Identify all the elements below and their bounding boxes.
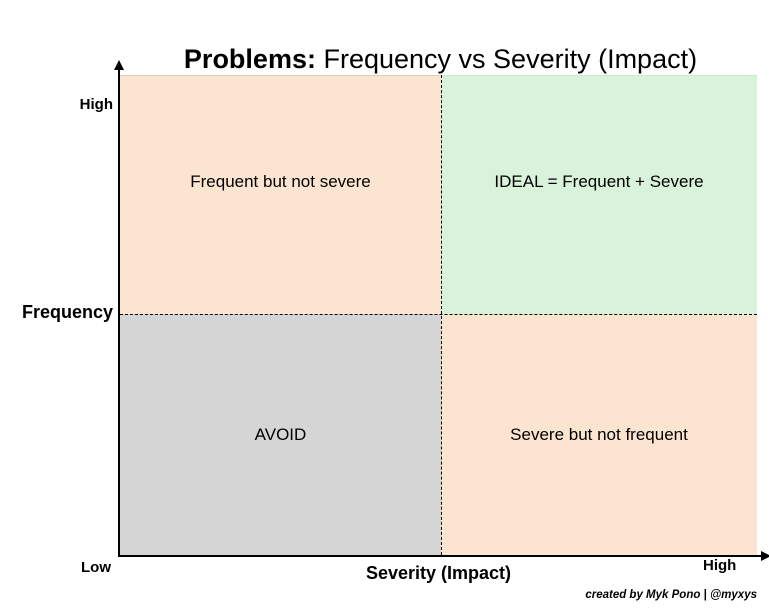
quadrant-bottom-right-label: Severe but not frequent [510,424,688,444]
vertical-dashed-divider [441,75,442,555]
quadrant-top-left-label: Frequent but not severe [190,171,371,191]
title-prefix: Problems: [183,44,316,74]
credit-text: created by Myk Pono | @myxys [585,589,757,601]
x-axis-arrowhead-icon [761,551,769,561]
quadrant-top-left: Frequent but not severe [120,75,441,315]
y-axis-line [118,69,120,555]
y-axis-tick-high: High [79,96,113,113]
page-title: Problems: Frequency vs Severity (Impact) [118,13,733,106]
quadrant-bottom-right: Severe but not frequent [441,314,757,555]
title-suffix: Frequency vs Severity (Impact) [315,44,698,74]
x-axis-line [118,555,763,557]
quadrant-top-right-label: IDEAL = Frequent + Severe [494,171,704,191]
y-axis-tick-low: Low [81,559,111,576]
quadrant-bottom-left-label: AVOID [254,424,307,444]
y-axis-label: Frequency [21,302,113,322]
plot-area: Frequent but not severe IDEAL = Frequent… [114,60,769,561]
quadrant-bottom-left: AVOID [120,314,441,555]
x-axis-label: Severity (Impact) [365,563,512,583]
x-axis-tick-high: High [703,557,737,574]
horizontal-dashed-divider [120,314,757,315]
y-axis-arrowhead-icon [114,60,124,70]
quadrant-top-right: IDEAL = Frequent + Severe [441,75,757,315]
